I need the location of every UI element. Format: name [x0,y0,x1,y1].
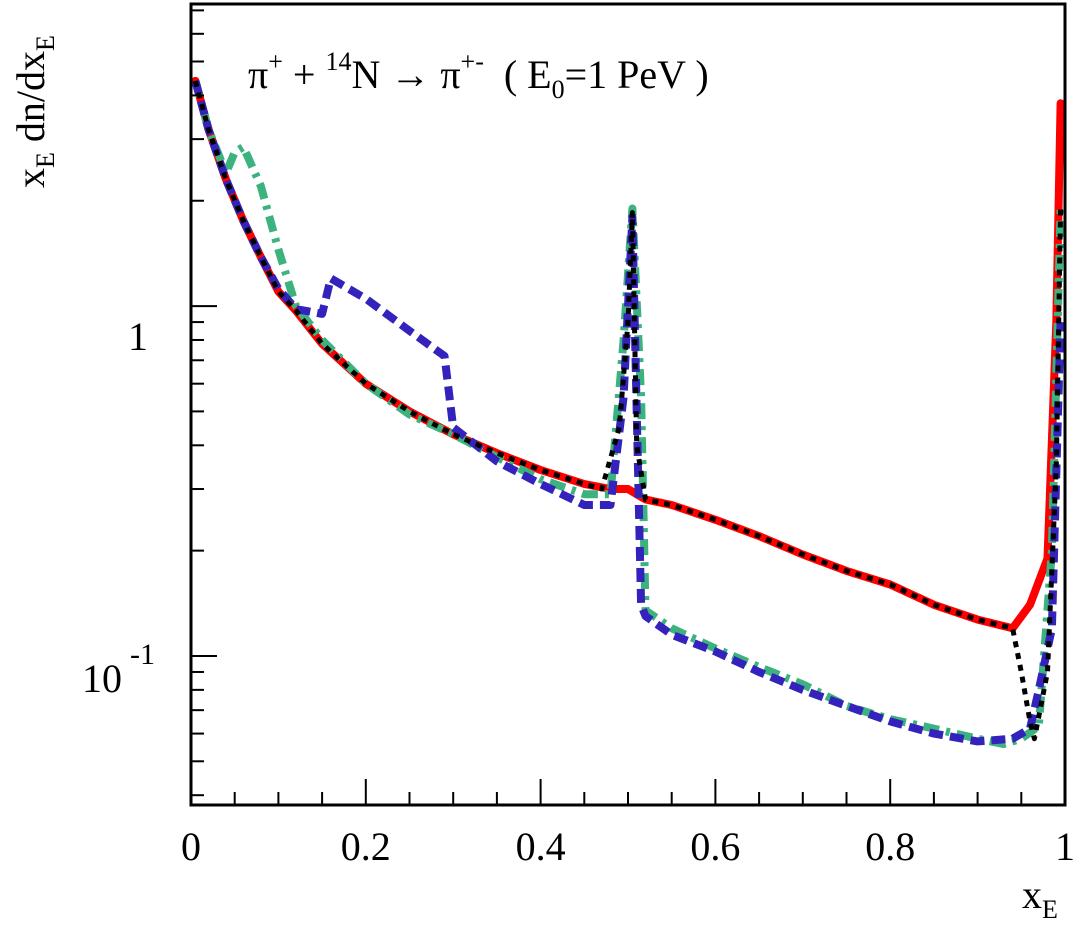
title-part-c-sup: 14 [325,47,351,76]
title-part-b: + [283,52,326,97]
x-tick-label: 0.8 [865,824,915,869]
title-part-a-sup: + [268,47,283,76]
title-part-c: N → π [351,52,460,97]
ticks-layer: 0 0.2 0.4 0.6 0.8 1 [181,9,1073,869]
series-layer [191,76,1065,749]
x-axis-title-sub: E [1042,895,1058,924]
y-axis-title-prefix-sub: E [31,152,60,168]
y-tick-label-0.1: 10-1 [82,638,155,701]
x-tick-label: 0.2 [341,824,391,869]
series-line-dashdot [191,79,1065,749]
y-axis-title-mid: dn/dx [8,51,53,152]
x-axis-title: xE [1022,872,1058,924]
series-line-dashed [191,79,1065,746]
y-tick-label-1: 1 [128,314,148,359]
series-line-solid [191,76,1065,633]
y-tick-label-0.1-exp: -1 [130,638,155,671]
x-tick-label: 0.6 [690,824,740,869]
y-axis-title-mid-sub: E [31,35,60,51]
x-axis-title-main: x [1022,872,1042,917]
plot-frame [189,2,1067,807]
title-part-a: π [248,52,268,97]
y-axis-title-prefix: x [8,168,53,188]
x-tick-label: 0.4 [516,824,566,869]
title-part-f: =1 PeV ) [565,52,709,97]
title-part-e-sub: 0 [552,75,565,104]
series-line-dotted [192,80,1064,742]
title-part-d-sup: +- [461,47,484,76]
chart-title: π+ + 14N → π+- ( E0=1 PeV ) [248,47,709,104]
x-tick-label: 1 [1055,824,1073,869]
x-tick-label: 0 [181,824,201,869]
title-part-e: ( E [484,52,552,97]
y-axis-title: xE dn/dxE [8,35,60,188]
y-tick-label-0.1-base: 10 [82,656,122,701]
